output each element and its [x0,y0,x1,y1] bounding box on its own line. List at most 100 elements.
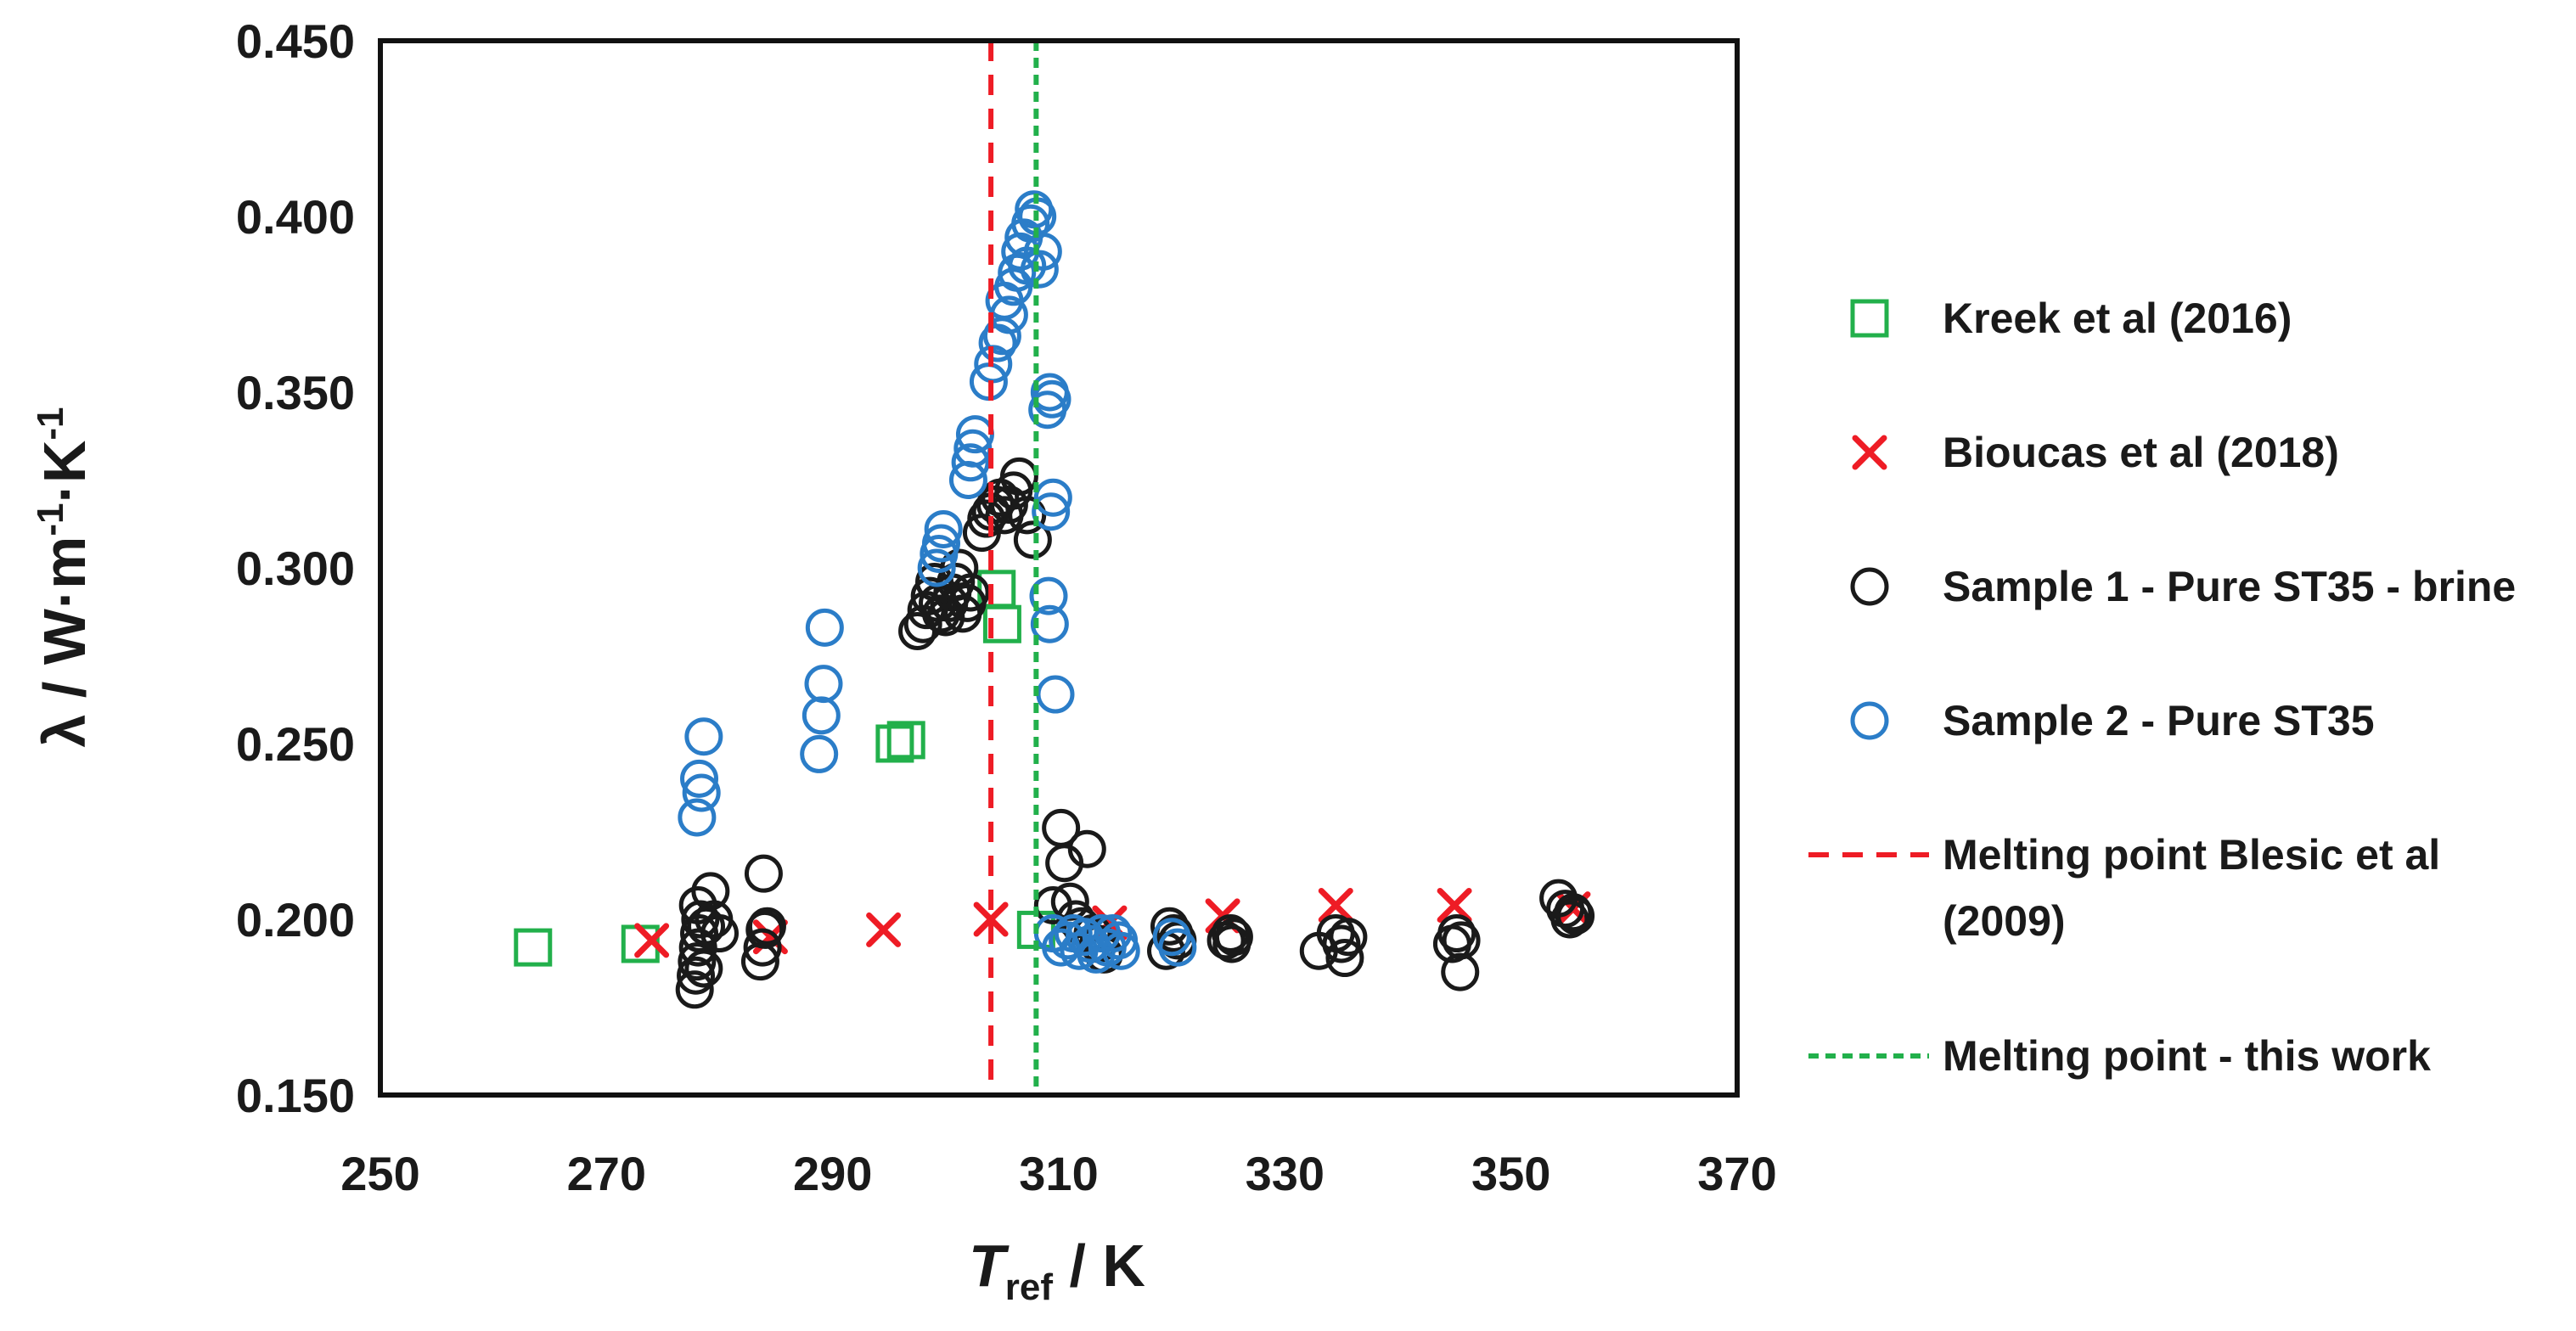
x-tick-label: 250 [340,1147,419,1200]
data-point [514,928,553,967]
data-point [800,734,839,773]
data-point [922,594,961,633]
data-point [926,598,965,637]
x-tick-label: 330 [1246,1147,1325,1200]
data-point [1030,604,1069,643]
y-axis-title-part-2: ·K [31,441,98,503]
legend-label: Melting point - this work [1943,1032,2431,1080]
data-point [875,724,914,763]
y-axis-title-sup-2: -1 [30,407,71,440]
data-point [804,665,843,704]
x-axis-ticks: 250 270 290 310 330 350 370 [340,1147,1776,1200]
data-point [951,573,990,612]
plot-marks [514,41,1595,1095]
y-tick-label: 0.150 [236,1069,355,1122]
legend-label-line-2: (2009) [1943,897,2066,945]
data-point [1329,918,1368,957]
data-point [634,923,670,958]
legend-label: Sample 1 - Pure ST35 - brine [1943,563,2516,610]
data-point [994,267,1033,306]
legend-marker [1852,435,1887,470]
data-point [917,548,956,587]
data-point [1437,887,1472,923]
data-point [684,717,723,756]
legend-label-line-1: Melting point Blesic et al [1943,831,2440,879]
data-point [1101,931,1140,970]
x-axis-title-rest: / K [1053,1233,1145,1299]
data-point [1325,939,1364,978]
x-axis-title-main: T [969,1233,1010,1299]
data-point [998,253,1037,292]
data-point [675,970,714,1009]
data-point [801,696,841,735]
data-point [1094,914,1133,953]
data-point [700,914,739,953]
data-point [1067,829,1106,868]
data-point [1441,952,1480,991]
data-point [684,949,723,988]
legend-marker [1850,701,1889,740]
y-tick-label: 0.250 [236,717,355,771]
legend-marker [1850,299,1889,338]
y-tick-label: 0.400 [236,190,355,244]
y-tick-label: 0.350 [236,366,355,419]
data-point [940,548,979,587]
legend-label: Kreek et al (2016) [1943,295,2292,342]
data-point [678,942,717,981]
data-point [1442,921,1481,960]
data-point [682,773,721,812]
x-axis-title-sub: ref [1005,1266,1054,1308]
data-point [1029,576,1068,615]
x-tick-label: 310 [1019,1147,1098,1200]
legend-label: Melting point Blesic et al (2009) [1943,831,2440,945]
data-point [1033,478,1072,517]
data-point [677,956,716,995]
y-tick-label: 0.200 [236,893,355,946]
data-point [1013,520,1052,559]
data-point [1322,924,1361,963]
plot-frame [378,38,1740,1098]
data-point [680,759,719,798]
data-point [1032,492,1071,531]
data-point [743,928,782,967]
data-point [1008,496,1047,535]
x-axis-title: Tref / K [969,1233,1145,1308]
data-point [805,608,844,647]
data-point [1556,896,1595,935]
series-sample-1-pure-st35-brine [675,457,1595,1009]
data-point [1318,887,1353,923]
x-tick-label: 270 [567,1147,646,1200]
legend: Kreek et al (2016) Bioucas et al (2018) Sa… [1808,295,2516,1080]
data-point [1020,250,1059,289]
data-point [924,509,963,548]
data-point [1023,232,1062,271]
data-point [866,912,902,947]
y-axis-title-part-1: λ / W·m [31,536,98,748]
data-point [1212,924,1251,963]
legend-label: Sample 2 - Pure ST35 [1943,697,2375,744]
y-axis-ticks: 0.150 0.200 0.250 0.300 0.350 0.400 0.450 [236,14,355,1122]
data-point [747,907,786,946]
data-point [691,872,730,911]
x-tick-label: 290 [793,1147,872,1200]
data-point [1437,914,1476,953]
data-point [1042,928,1081,967]
data-point [886,721,925,760]
data-point [999,457,1038,496]
series-sample-2-pure-st35 [678,190,1197,974]
y-axis-title: λ / W·m-1·K-1 [30,407,98,747]
data-point [678,928,717,967]
data-point [951,443,990,482]
data-point [922,524,961,563]
y-tick-label: 0.300 [236,542,355,595]
data-point [982,604,1021,643]
x-tick-label: 350 [1471,1147,1550,1200]
legend-label: Bioucas et al (2018) [1943,429,2339,476]
legend-marker [1850,567,1889,606]
data-point [973,901,1009,937]
data-point [744,854,783,893]
y-axis-title-sup-1: -1 [30,503,71,536]
data-point [678,798,717,837]
